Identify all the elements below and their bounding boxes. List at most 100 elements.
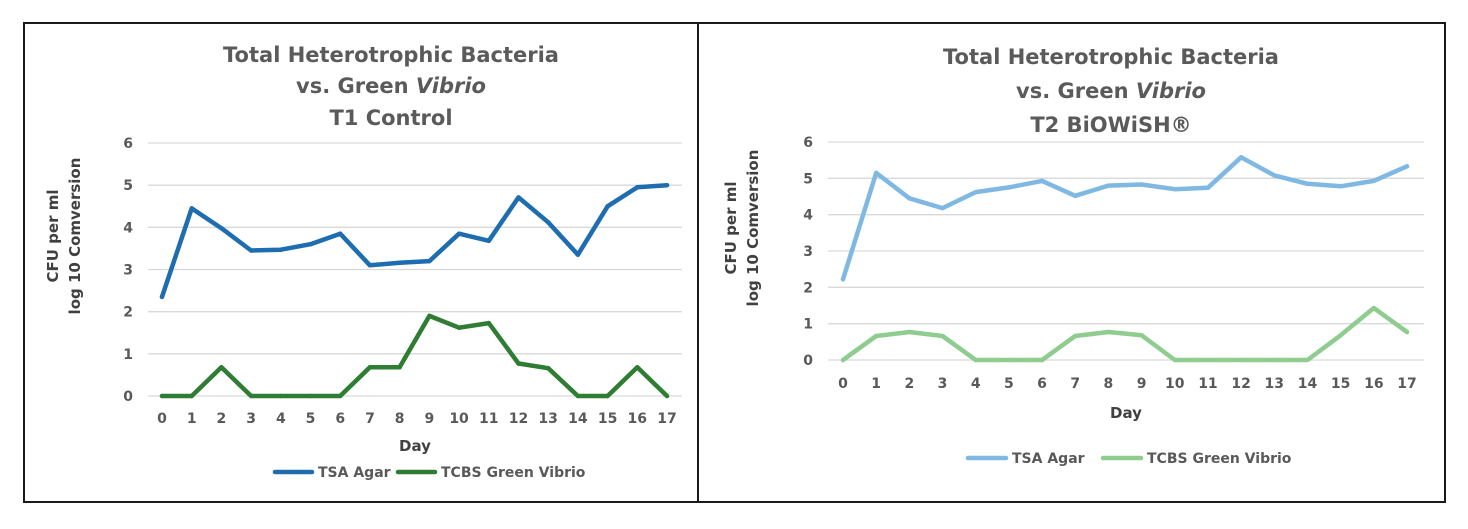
x-tick-label: 7 (1070, 376, 1080, 392)
data-point-tsa-agar (1338, 184, 1343, 189)
y-axis-title-line-1: CFU per ml (44, 190, 62, 283)
x-tick-label: 12 (509, 411, 528, 427)
data-point-tsa-agar (248, 248, 254, 253)
x-tick-label: 9 (1137, 376, 1147, 392)
data-point-tsa-agar (907, 196, 912, 201)
x-tick-label: 12 (1231, 376, 1250, 392)
data-point-tsa-agar (308, 242, 313, 247)
x-tick-label: 4 (971, 376, 981, 392)
data-point-tcbs-green-vibrio (486, 320, 491, 326)
data-point-tsa-agar (873, 170, 879, 176)
chart-title-line-3: T2 BiOWiSH® (1030, 113, 1191, 137)
data-point-tsa-agar (367, 263, 373, 268)
series-line-tsa-agar (840, 155, 1410, 282)
data-point-tsa-agar (1139, 182, 1144, 187)
x-tick-label: 13 (1265, 376, 1284, 392)
x-tick-label: 11 (1198, 376, 1217, 392)
data-point-tcbs-green-vibrio (1073, 333, 1078, 339)
x-tick-label: 8 (395, 411, 405, 427)
x-axis-title: Day (1110, 404, 1142, 422)
data-point-tcbs-green-vibrio (1371, 305, 1377, 311)
y-axis-title-line-2: log 10 Comversion (744, 150, 762, 307)
data-point-tsa-agar (575, 252, 581, 257)
x-tick-label: 16 (628, 411, 647, 427)
data-point-tcbs-green-vibrio (367, 365, 373, 370)
data-point-tcbs-green-vibrio (1238, 357, 1244, 363)
y-tick-label: 1 (123, 347, 133, 363)
y-tick-label: 0 (123, 389, 133, 405)
data-point-tsa-agar (940, 205, 945, 211)
chart-title-line-1: Total Heterotrophic Bacteria (223, 43, 559, 67)
y-tick-label: 6 (123, 136, 133, 152)
x-tick-label: 0 (157, 411, 167, 427)
y-tick-label: 5 (803, 171, 813, 187)
chart-title-vs: vs. Green (296, 74, 416, 98)
x-tick-label: 10 (1165, 376, 1185, 392)
data-point-tcbs-green-vibrio (973, 357, 978, 363)
data-point-tsa-agar (1404, 164, 1410, 169)
data-point-tcbs-green-vibrio (635, 365, 640, 370)
chart-panel-t1-control (23, 22, 701, 503)
x-tick-label: 14 (568, 411, 588, 427)
chart-title-line-3: T1 Control (329, 106, 452, 130)
data-point-tcbs-green-vibrio (1272, 357, 1277, 363)
x-tick-label: 0 (838, 376, 848, 392)
x-tick-label: 6 (1037, 376, 1047, 392)
data-point-tsa-agar (338, 231, 343, 236)
legend-label: TSA Agar (318, 465, 391, 481)
chart-title-line-2: vs. Green Vibrio (296, 74, 486, 98)
data-point-tcbs-green-vibrio (545, 365, 551, 371)
data-point-tsa-agar (1371, 178, 1377, 184)
chart-title-vs: vs. Green (1016, 79, 1136, 103)
data-point-tsa-agar (427, 258, 432, 264)
data-point-tsa-agar (516, 195, 521, 200)
data-point-tcbs-green-vibrio (248, 393, 254, 399)
y-tick-label: 5 (123, 178, 133, 194)
legend-label: TSA Agar (1012, 451, 1085, 467)
x-tick-label: 15 (598, 411, 617, 427)
data-point-tsa-agar (664, 182, 670, 188)
data-point-tcbs-green-vibrio (189, 393, 194, 399)
data-point-tsa-agar (1272, 173, 1277, 178)
x-tick-label: 9 (424, 411, 434, 427)
data-point-tcbs-green-vibrio (1172, 357, 1177, 363)
series-line-tsa-agar (159, 182, 670, 300)
x-tick-label: 6 (335, 411, 345, 427)
legend-label: TCBS Green Vibrio (441, 465, 586, 481)
series-line-tcbs-green-vibrio (840, 305, 1410, 363)
x-tick-label: 17 (1397, 376, 1416, 392)
data-point-tsa-agar (605, 204, 610, 209)
data-point-tcbs-green-vibrio (1205, 357, 1211, 363)
x-tick-label: 1 (187, 411, 197, 427)
data-point-tcbs-green-vibrio (427, 313, 432, 319)
x-tick-label: 10 (449, 411, 469, 427)
data-point-tsa-agar (159, 294, 165, 300)
y-tick-label: 2 (803, 280, 813, 296)
data-point-tcbs-green-vibrio (1006, 357, 1012, 363)
chart-title-vibrio: Vibrio (416, 74, 486, 98)
x-axis-title: Day (399, 437, 431, 455)
x-tick-label: 14 (1298, 376, 1318, 392)
y-axis-title-line-2: log 10 Comversion (66, 158, 84, 315)
data-point-tcbs-green-vibrio (1139, 333, 1144, 338)
x-tick-label: 5 (306, 411, 316, 427)
x-tick-label: 2 (217, 411, 227, 427)
data-point-tcbs-green-vibrio (456, 325, 462, 330)
data-point-tcbs-green-vibrio (605, 393, 610, 399)
data-point-tcbs-green-vibrio (159, 393, 165, 399)
data-point-tcbs-green-vibrio (1404, 329, 1410, 335)
data-point-tcbs-green-vibrio (516, 361, 521, 366)
y-tick-label: 1 (803, 317, 813, 333)
chart-title-vibrio: Vibrio (1136, 79, 1206, 103)
chart-title-line-2: vs. Green Vibrio (1016, 79, 1206, 103)
legend-label: TCBS Green Vibrio (1147, 451, 1292, 467)
data-point-tsa-agar (1039, 178, 1045, 184)
data-point-tsa-agar (1106, 183, 1111, 188)
y-axis-title-line-1: CFU per ml (722, 182, 740, 275)
data-point-tsa-agar (189, 206, 194, 211)
x-tick-label: 1 (871, 376, 881, 392)
data-point-tsa-agar (545, 220, 551, 225)
x-tick-label: 8 (1104, 376, 1114, 392)
series-line-tcbs-green-vibrio (159, 313, 670, 399)
x-tick-label: 3 (246, 411, 256, 427)
